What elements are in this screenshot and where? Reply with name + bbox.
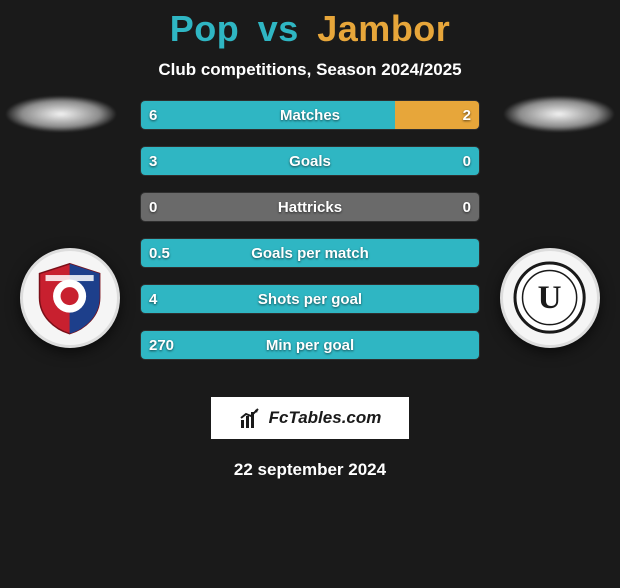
spotlight-left <box>6 96 116 132</box>
spotlight-right <box>504 96 614 132</box>
stat-label: Shots per goal <box>141 285 479 313</box>
date-text: 22 september 2024 <box>0 460 620 480</box>
watermark: FcTables.com <box>210 396 410 440</box>
stat-row: 0.5Goals per match <box>140 238 480 268</box>
comparison-stage: U 62Matches 30Goals 00Hattricks 0.5Goals pe… <box>0 90 620 510</box>
stat-label: Matches <box>141 101 479 129</box>
crest-left-icon <box>32 260 107 335</box>
stat-row: 30Goals <box>140 146 480 176</box>
subtitle: Club competitions, Season 2024/2025 <box>0 60 620 80</box>
right-team-crest: U <box>500 248 600 348</box>
svg-text:U: U <box>538 281 562 317</box>
stat-label: Goals <box>141 147 479 175</box>
title-vs: vs <box>258 8 299 49</box>
stat-row: 00Hattricks <box>140 192 480 222</box>
stat-label: Hattricks <box>141 193 479 221</box>
stat-row: 270Min per goal <box>140 330 480 360</box>
comparison-title: Pop vs Jambor <box>0 8 620 50</box>
title-right-name: Jambor <box>317 8 450 49</box>
stat-bars-container: 62Matches 30Goals 00Hattricks 0.5Goals per … <box>140 100 480 376</box>
watermark-text: FcTables.com <box>269 408 382 428</box>
title-left-name: Pop <box>170 8 240 49</box>
left-team-crest <box>20 248 120 348</box>
crest-right-icon: U <box>512 260 587 335</box>
stat-row: 4Shots per goal <box>140 284 480 314</box>
stat-label: Min per goal <box>141 331 479 359</box>
fctables-icon <box>239 406 263 430</box>
stat-label: Goals per match <box>141 239 479 267</box>
stat-row: 62Matches <box>140 100 480 130</box>
